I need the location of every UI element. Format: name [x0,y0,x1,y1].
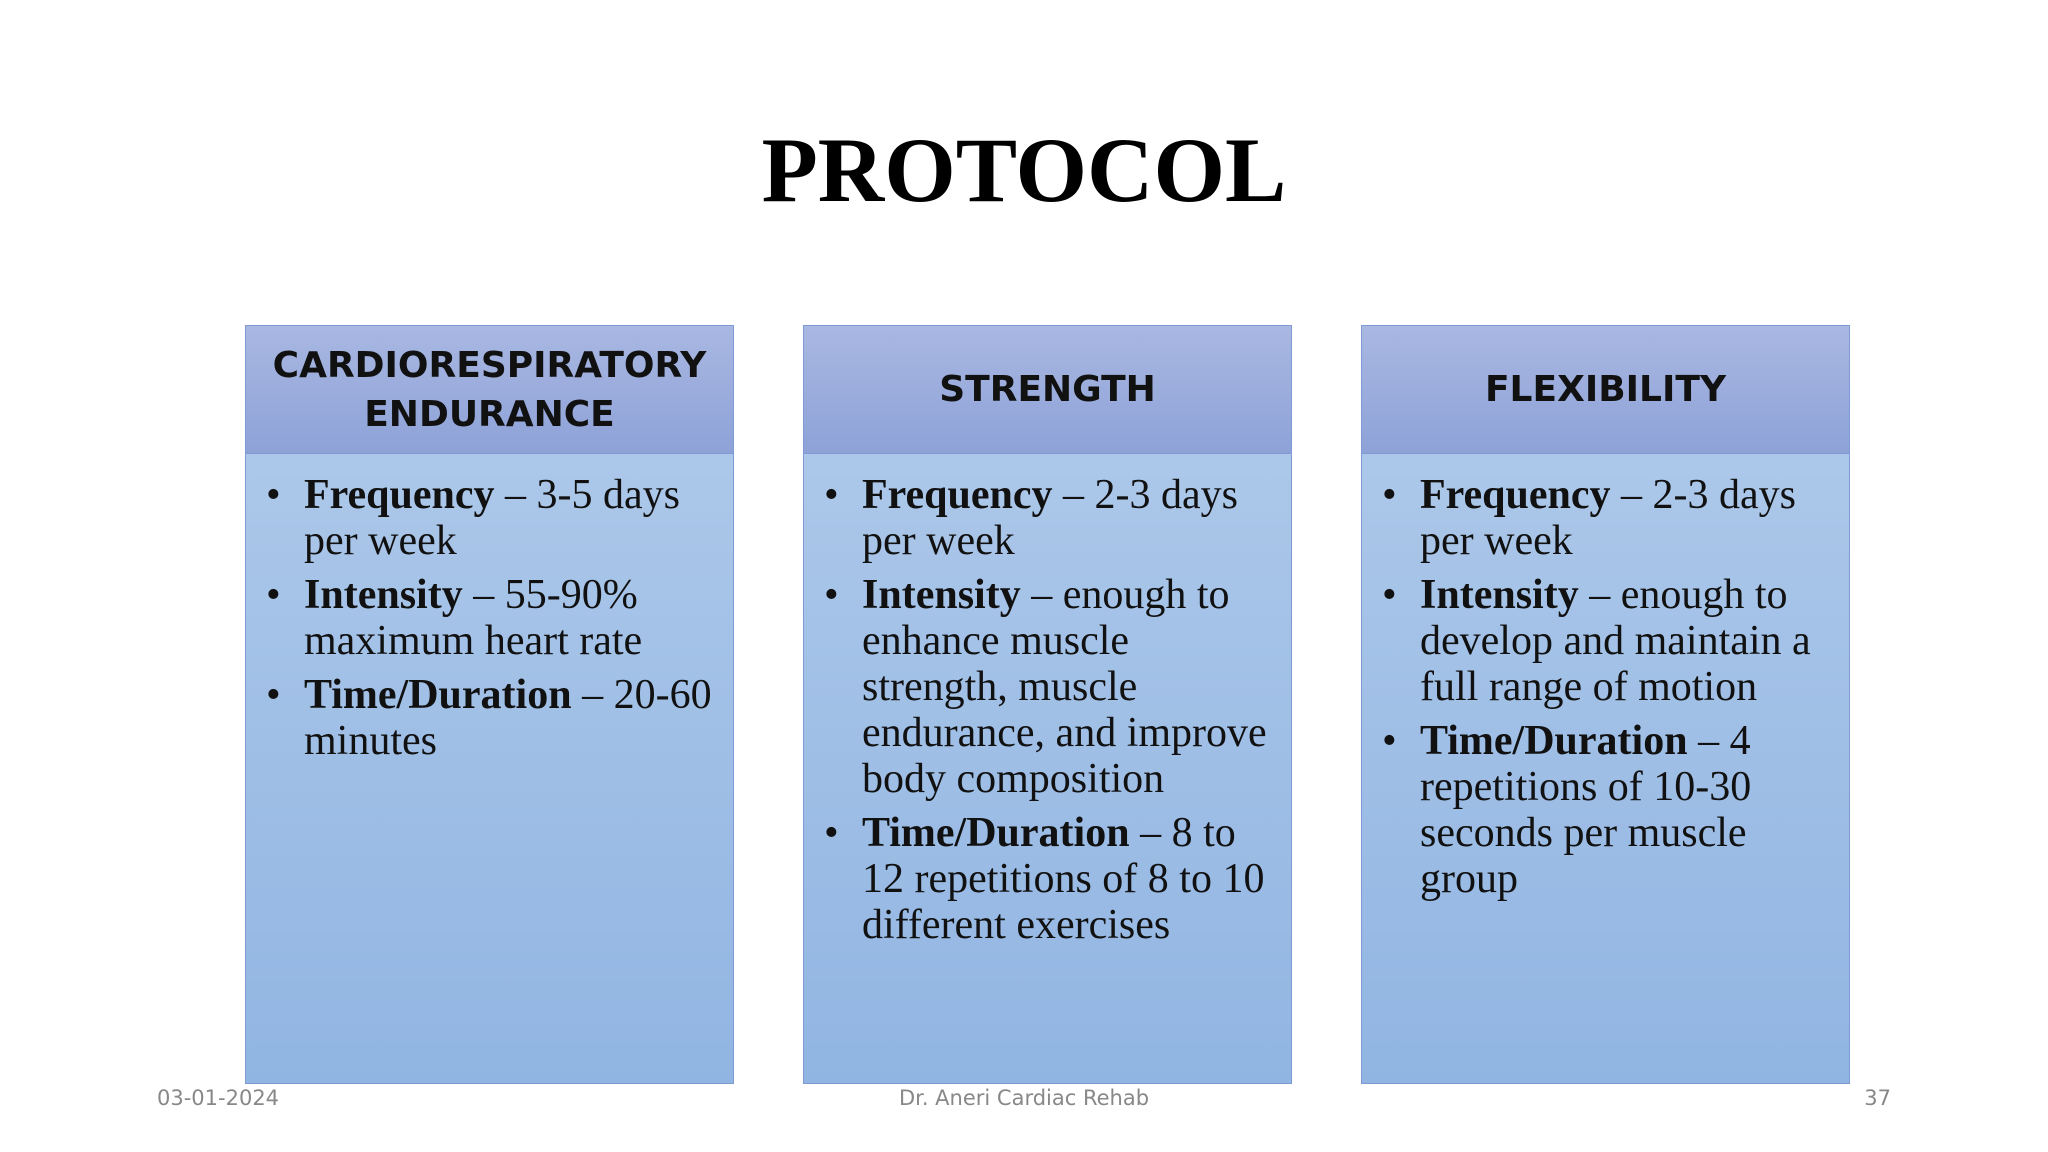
bullet-item: Time/Duration – 20-60 minutes [266,672,717,764]
bullet-item: Time/Duration – 4 repetitions of 10-30 s… [1382,718,1833,902]
item-text: – 2-3 days per week [862,472,1239,564]
item-text: – 8 to 12 repetitions of 8 to 10 differe… [862,810,1265,948]
bullet-list: Frequency – 2-3 days per weekIntensity –… [1362,454,1849,902]
item-text: – 2-3 days per week [1420,472,1797,564]
column-box: STRENGTHFrequency – 2-3 days per weekInt… [803,325,1292,1084]
item-text: – 4 repetitions of 10-30 seconds per mus… [1420,718,1752,902]
bullet-item: Frequency – 3-5 days per week [266,472,717,564]
item-text: – 20-60 minutes [304,672,712,764]
column-header: STRENGTH [804,326,1291,454]
page-number: 37 [1864,1086,1891,1110]
item-term: Intensity [862,572,1021,618]
bullet-item: Time/Duration – 8 to 12 repetitions of 8… [824,810,1275,948]
item-term: Time/Duration [304,672,572,718]
footer-center: Dr. Aneri Cardiac Rehab [898,1086,1150,1110]
bullet-item: Intensity – 55-90% maximum heart rate [266,572,717,664]
footer-date: 03-01-2024 [157,1086,280,1110]
item-term: Frequency [1420,472,1611,518]
column-header: FLEXIBILITY [1362,326,1849,454]
column-box: FLEXIBILITY Frequency – 2-3 days per week… [1361,325,1850,1084]
column-header: CARDIORESPIRATORY ENDURANCE [246,326,733,454]
slide-title: PROTOCOL [761,119,1287,221]
bullet-item: Frequency – 2-3 days per week [1382,472,1833,564]
item-text: – enough to enhance muscle strength, mus… [862,572,1267,802]
bullet-item: Intensity – enough to enhance muscle str… [824,572,1275,802]
bullet-list: Frequency – 2-3 days per weekIntensity –… [804,454,1291,948]
item-term: Intensity [1420,572,1579,618]
item-text: – enough to develop and maintain a full … [1420,572,1811,710]
bullet-item: Intensity – enough to develop and mainta… [1382,572,1833,710]
item-text: – 55-90% maximum heart rate [304,572,643,664]
bullet-item: Frequency – 2-3 days per week [824,472,1275,564]
column-box: CARDIORESPIRATORY ENDURANCE Frequency – 3… [245,325,734,1084]
bullet-list: Frequency – 3-5 days per weekIntensity –… [246,454,733,764]
item-text: – 3-5 days per week [304,472,681,564]
item-term: Time/Duration [1420,718,1688,764]
item-term: Frequency [862,472,1053,518]
item-term: Intensity [304,572,463,618]
item-term: Time/Duration [862,810,1130,856]
item-term: Frequency [304,472,495,518]
